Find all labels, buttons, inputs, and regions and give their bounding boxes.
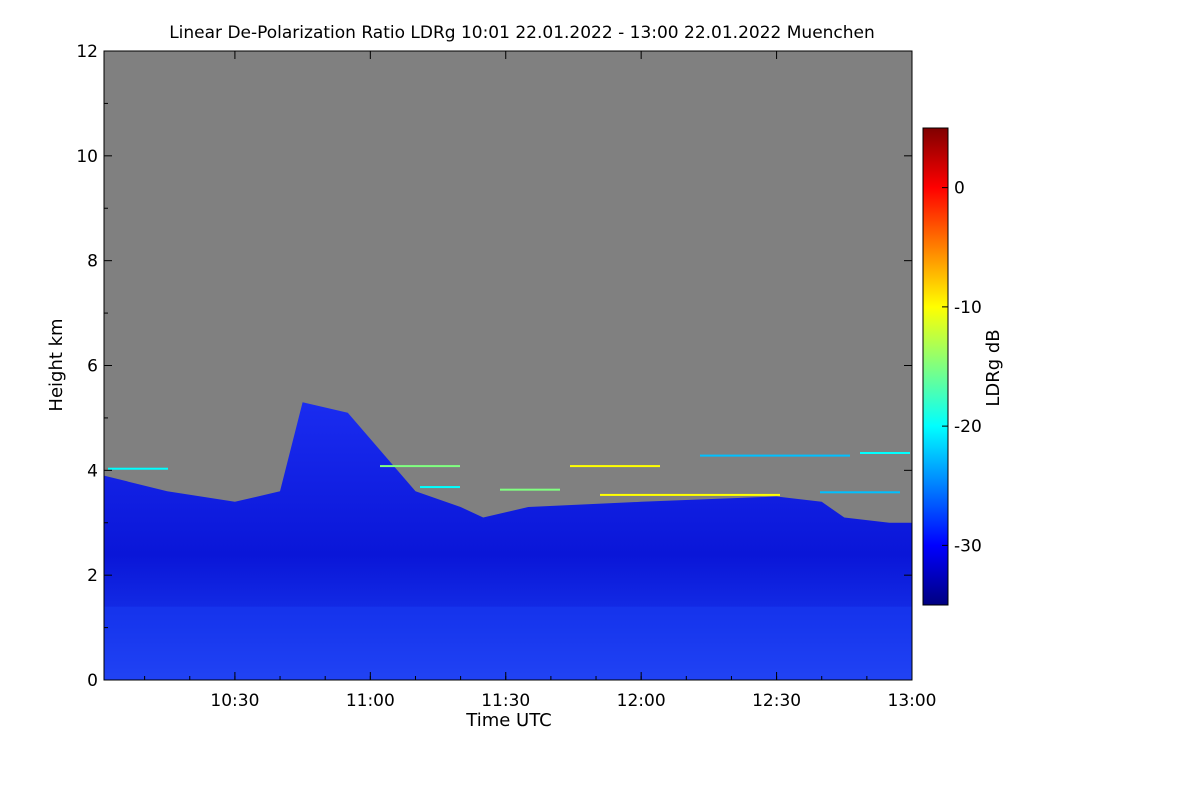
y-tick-label: 10 bbox=[76, 147, 98, 167]
ldr-streak bbox=[380, 465, 460, 468]
y-tick-label: 0 bbox=[87, 671, 98, 691]
ldr-streak bbox=[700, 454, 850, 457]
colorbar-label: LDRg dB bbox=[983, 329, 1004, 406]
x-tick-label: 13:00 bbox=[888, 691, 937, 711]
colorbar: 0 -10 -20 -30 bbox=[922, 127, 982, 606]
boundary-layer-band bbox=[104, 606, 912, 680]
colorbar-tick-label: -30 bbox=[954, 536, 982, 556]
x-axis: 10:30 11:00 11:30 12:00 12:30 13:00 bbox=[144, 51, 937, 711]
colorbar-tick-label: -20 bbox=[954, 417, 982, 437]
ldr-streak bbox=[860, 451, 910, 454]
chart-title: Linear De-Polarization Ratio LDRg 10:01 … bbox=[169, 23, 875, 43]
y-tick-label: 2 bbox=[87, 566, 98, 586]
x-tick-label: 11:30 bbox=[481, 691, 530, 711]
ldr-streak bbox=[500, 488, 560, 491]
y-tick-label: 6 bbox=[87, 357, 98, 377]
ldr-streak bbox=[820, 491, 900, 494]
plot-area bbox=[103, 50, 913, 681]
x-axis-label: Time UTC bbox=[465, 710, 551, 731]
colorbar-tick-label: 0 bbox=[954, 179, 965, 199]
ldr-streak bbox=[600, 493, 780, 496]
ldr-streak bbox=[108, 467, 168, 470]
x-tick-label: 12:30 bbox=[752, 691, 801, 711]
colorbar-tick-label: -10 bbox=[954, 298, 982, 318]
ldr-streak bbox=[420, 486, 460, 489]
y-tick-label: 12 bbox=[76, 42, 98, 62]
x-tick-label: 11:00 bbox=[346, 691, 395, 711]
y-axis: 0 2 4 6 8 10 12 bbox=[76, 42, 912, 691]
colorbar-gradient bbox=[922, 127, 949, 606]
x-tick-label: 12:00 bbox=[617, 691, 666, 711]
x-tick-label: 10:30 bbox=[210, 691, 259, 711]
y-tick-label: 8 bbox=[87, 252, 98, 272]
ldr-streak bbox=[570, 465, 660, 468]
y-tick-label: 4 bbox=[87, 461, 98, 481]
y-axis-label: Height km bbox=[46, 318, 67, 411]
